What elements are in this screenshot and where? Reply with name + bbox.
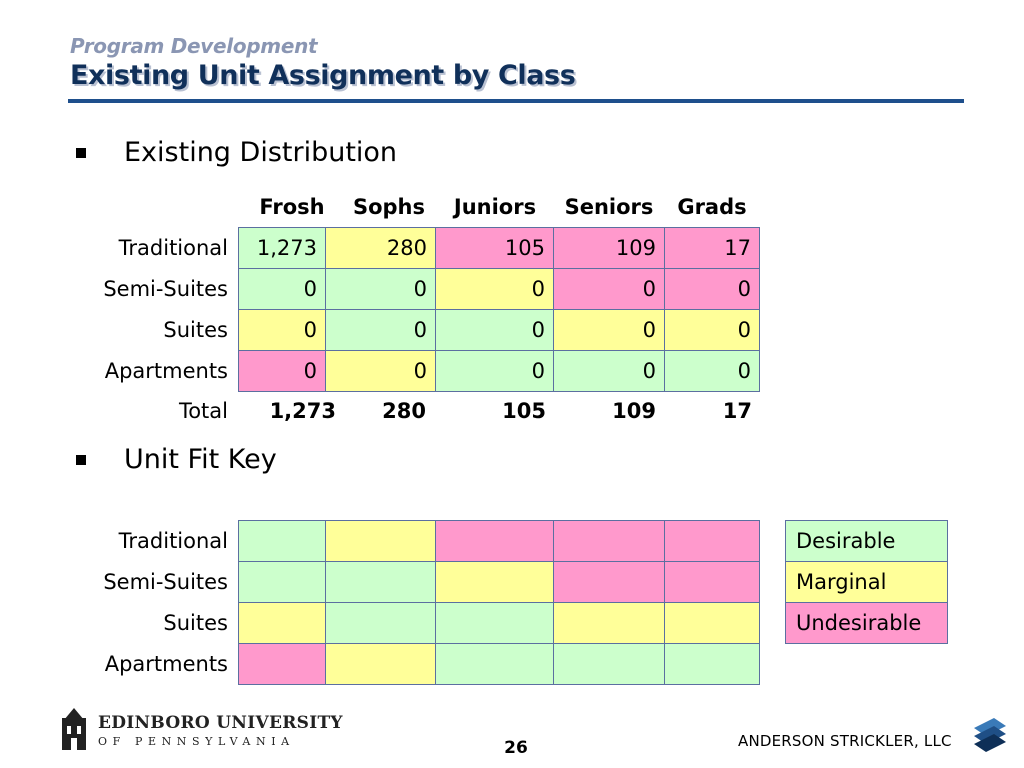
- fit-cell: [238, 602, 326, 644]
- bullet-square-icon: [76, 147, 86, 158]
- bullet-unit-fit-key: Unit Fit Key: [76, 444, 277, 475]
- fit-cell: [325, 643, 436, 685]
- row-label-traditional: Traditional: [118, 236, 228, 260]
- fit-cell: [238, 643, 326, 685]
- fit-cell: [435, 520, 554, 562]
- distribution-cell: 17: [664, 227, 760, 269]
- distribution-cell: 0: [664, 309, 760, 351]
- consultant-name: ANDERSON STRICKLER, LLC: [738, 732, 952, 750]
- distribution-row: 1,273 280 105 109 17: [238, 227, 760, 269]
- fit-cell: [664, 643, 760, 685]
- consultant-logo-icon: [974, 718, 1006, 752]
- fit-legend: Desirable Marginal Undesirable: [785, 520, 948, 644]
- total-frosh: 1,273: [269, 399, 336, 423]
- total-grads: 17: [722, 399, 752, 423]
- column-header-seniors: Seniors: [564, 195, 654, 219]
- row-label-suites: Suites: [163, 318, 228, 342]
- row-label-semi-suites: Semi-Suites: [103, 277, 228, 301]
- distribution-cell: 1,273: [238, 227, 326, 269]
- section-kicker: Program Development: [70, 34, 318, 58]
- fit-row-label-traditional: Traditional: [118, 529, 228, 553]
- column-header-juniors: Juniors: [453, 195, 537, 219]
- total-sophs: 280: [382, 399, 426, 423]
- fit-cell: [435, 602, 554, 644]
- fit-row-label-suites: Suites: [163, 611, 228, 635]
- column-header-grads: Grads: [677, 195, 747, 219]
- legend-item: Marginal: [785, 561, 948, 603]
- distribution-cell: 109: [553, 227, 665, 269]
- fit-cell: [238, 520, 326, 562]
- university-name: EDINBORO UNIVERSITY: [98, 712, 343, 733]
- legend-item: Undesirable: [785, 602, 948, 644]
- distribution-cell: 0: [325, 350, 436, 392]
- fit-cell: [553, 520, 665, 562]
- university-subtitle: OF PENNSYLVANIA: [98, 734, 295, 748]
- fit-row: [238, 520, 760, 562]
- bullet-existing-distribution: Existing Distribution: [76, 137, 397, 168]
- distribution-cell: 0: [553, 350, 665, 392]
- distribution-cell: 0: [238, 268, 326, 310]
- fit-row: [238, 643, 760, 685]
- distribution-cell: 0: [325, 309, 436, 351]
- bullet-text: Existing Distribution: [124, 137, 398, 168]
- fit-row-label-semi-suites: Semi-Suites: [103, 570, 228, 594]
- fit-row-label-apartments: Apartments: [104, 652, 228, 676]
- bullet-text: Unit Fit Key: [124, 444, 277, 475]
- distribution-cell: 280: [325, 227, 436, 269]
- university-logo: EDINBORO UNIVERSITY OF PENNSYLVANIA: [60, 708, 343, 752]
- fit-cell: [664, 520, 760, 562]
- column-header-frosh: Frosh: [259, 195, 325, 219]
- distribution-cell: 0: [664, 268, 760, 310]
- legend-item: Desirable: [785, 520, 948, 562]
- fit-cell: [553, 643, 665, 685]
- distribution-cell: 0: [435, 268, 554, 310]
- title-divider: [68, 99, 964, 103]
- row-label-apartments: Apartments: [104, 359, 228, 383]
- distribution-cell: 0: [553, 268, 665, 310]
- column-header-sophs: Sophs: [352, 195, 426, 219]
- fit-cell: [664, 561, 760, 603]
- fit-cell: [325, 520, 436, 562]
- distribution-cell: 0: [435, 309, 554, 351]
- university-seal-icon: [62, 708, 86, 750]
- distribution-table: 1,273 280 105 109 17 0 0 0 0 0 0 0 0 0 0 0 0 0 0 0: [238, 227, 760, 392]
- page-title: Existing Unit Assignment by Class: [70, 60, 576, 91]
- fit-row: [238, 561, 760, 603]
- bullet-square-icon: [76, 454, 86, 465]
- fit-cell: [325, 561, 436, 603]
- distribution-cell: 0: [238, 309, 326, 351]
- fit-cell: [435, 561, 554, 603]
- distribution-cell: 0: [664, 350, 760, 392]
- distribution-cell: 105: [435, 227, 554, 269]
- distribution-cell: 0: [553, 309, 665, 351]
- fit-cell: [664, 602, 760, 644]
- fit-cell: [238, 561, 326, 603]
- distribution-cell: 0: [325, 268, 436, 310]
- unit-fit-table: [238, 520, 760, 685]
- total-juniors: 105: [502, 399, 546, 423]
- distribution-cell: 0: [435, 350, 554, 392]
- fit-cell: [435, 643, 554, 685]
- total-seniors: 109: [612, 399, 656, 423]
- fit-cell: [553, 561, 665, 603]
- fit-cell: [553, 602, 665, 644]
- distribution-cell: 0: [238, 350, 326, 392]
- total-label: Total: [178, 399, 228, 423]
- fit-row: [238, 602, 760, 644]
- page-number: 26: [504, 738, 528, 758]
- fit-cell: [325, 602, 436, 644]
